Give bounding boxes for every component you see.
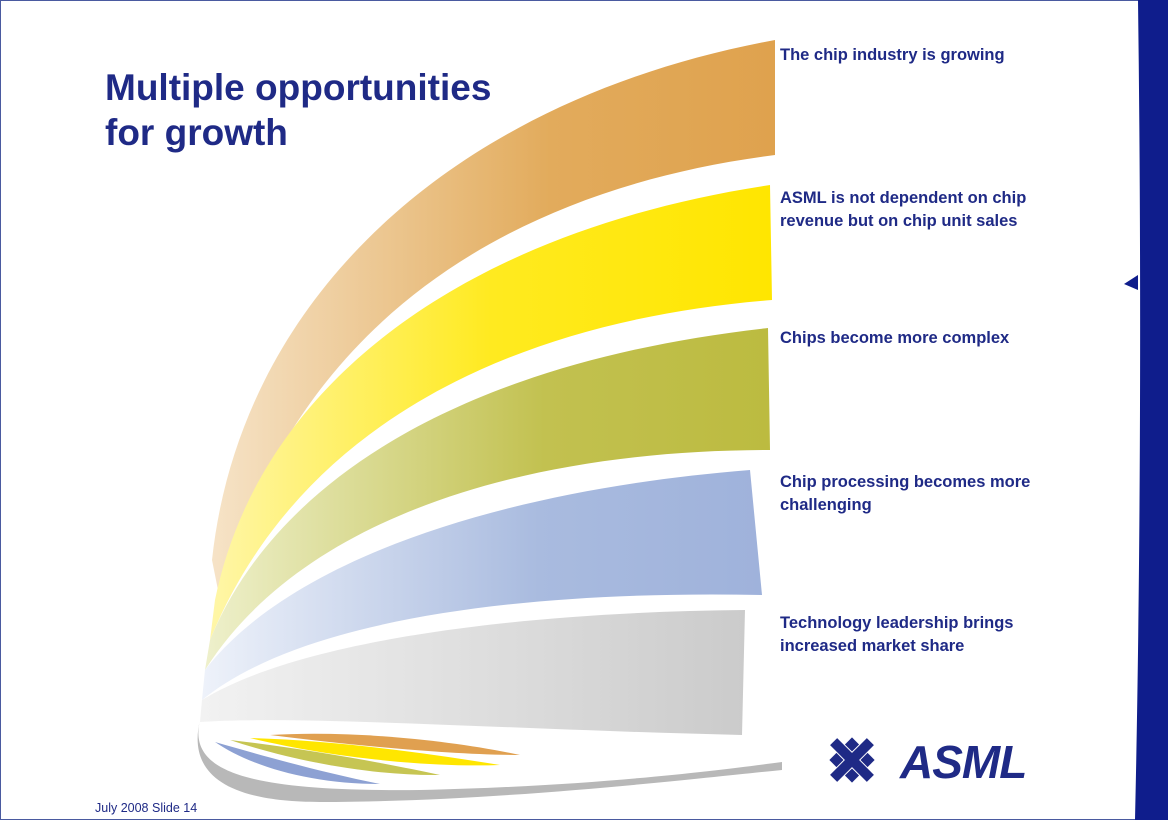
point-text: increased market share bbox=[780, 637, 964, 655]
footer: July 2008 Slide 14 bbox=[95, 801, 197, 815]
point-text: revenue but on chip unit sales bbox=[780, 212, 1017, 230]
point-text: Chips become more complex bbox=[780, 329, 1010, 347]
ribbons bbox=[197, 40, 782, 802]
title-line: for growth bbox=[105, 112, 288, 153]
point-text: Chip processing becomes more bbox=[780, 473, 1030, 491]
point-text: ASML is not dependent on chip bbox=[780, 189, 1026, 207]
title-line: Multiple opportunities bbox=[105, 67, 491, 108]
logo: ASML bbox=[829, 736, 1027, 788]
side-bar bbox=[1135, 0, 1168, 820]
point-text: Technology leadership brings bbox=[780, 614, 1013, 632]
logo-text: ASML bbox=[899, 736, 1026, 788]
point-text: challenging bbox=[780, 496, 872, 514]
point-text: The chip industry is growing bbox=[780, 46, 1005, 64]
side-notch bbox=[1124, 275, 1138, 290]
points: The chip industry is growing ASML is not … bbox=[780, 46, 1030, 655]
